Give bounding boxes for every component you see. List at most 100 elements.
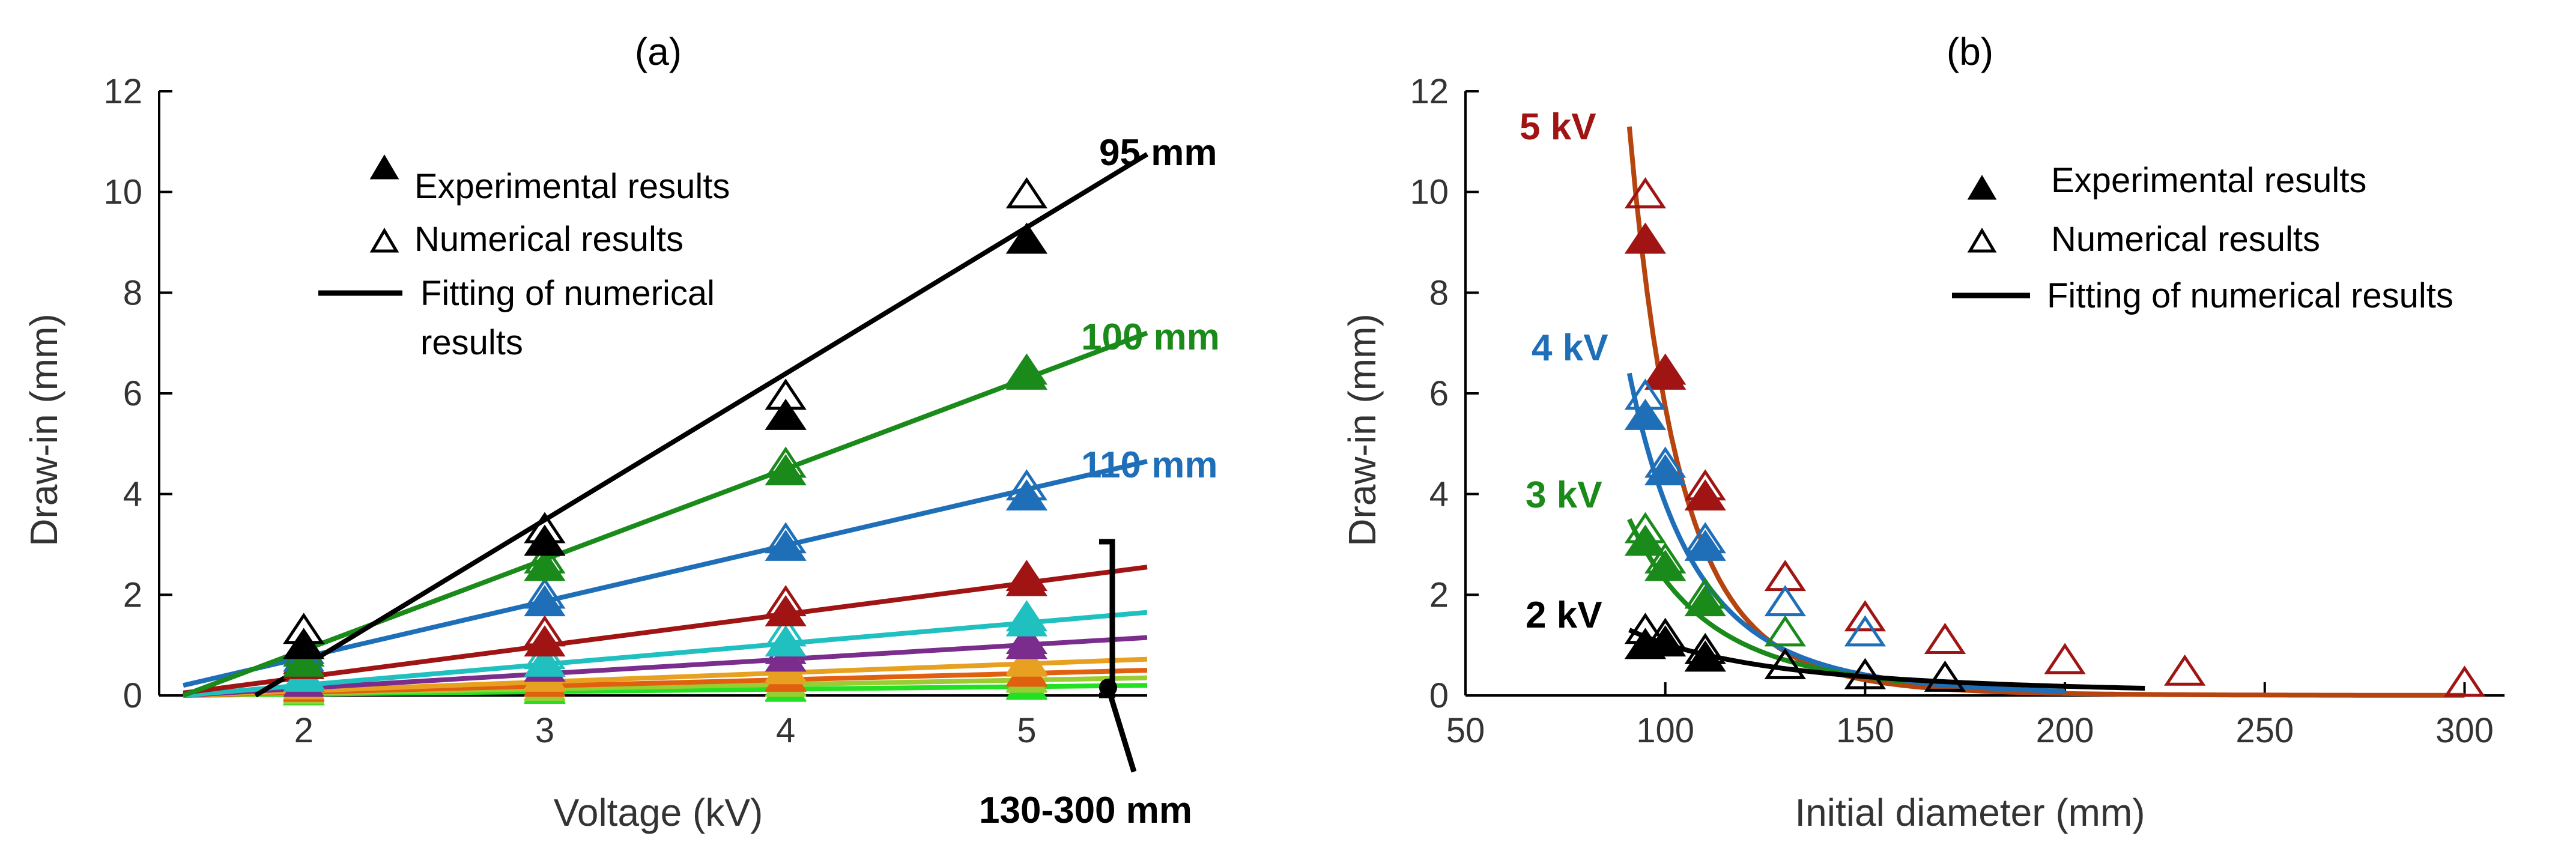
- experimental-point: [1644, 550, 1687, 581]
- experimental-point: [1005, 628, 1048, 659]
- experimental-point: [1684, 640, 1726, 672]
- series-label: 3 kV: [1526, 474, 1602, 516]
- y-tick-label: 12: [103, 72, 142, 111]
- numerical-point: [1844, 615, 1887, 647]
- legend-fit-label: Fitting of numerical results: [420, 274, 715, 362]
- series-label: 100 mm: [1081, 316, 1220, 358]
- series-label: 4 kV: [1532, 327, 1608, 369]
- legend-filled-triangle-icon: [369, 154, 399, 180]
- fit-line: [183, 635, 1148, 698]
- legend-experimental-label: Experimental results: [2051, 161, 2366, 200]
- numerical-point: [1624, 177, 1667, 209]
- numerical-point: [1844, 658, 1887, 689]
- experimental-point: [1005, 479, 1048, 511]
- legend-open-triangle-icon: [369, 228, 399, 253]
- numerical-point: [283, 613, 325, 644]
- panel-b-markers: [1624, 177, 2486, 697]
- numerical-point: [524, 542, 566, 574]
- numerical-point: [524, 512, 566, 544]
- series-label: 110 mm: [1081, 444, 1218, 486]
- bracket: 130-300 mm: [979, 539, 1192, 831]
- panel-b: (b) 50 100 150 200 250 300 0 2 4 6 8 10 12 Experimen…: [1341, 30, 2505, 834]
- experimental-point: [283, 645, 325, 677]
- experimental-point: [524, 625, 566, 657]
- x-tick-label: 250: [2235, 711, 2294, 750]
- experimental-point: [1644, 358, 1687, 390]
- panel-a-curve-labels: 95 mm 100 mm 110 mm: [1081, 132, 1220, 486]
- y-tick-label: 8: [123, 273, 142, 312]
- experimental-point: [1684, 529, 1726, 561]
- experimental-point: [1624, 222, 1667, 254]
- experimental-point: [1684, 479, 1726, 511]
- numerical-point: [1764, 647, 1806, 679]
- numerical-point: [2044, 643, 2086, 674]
- y-tick-label: 0: [123, 676, 142, 715]
- numerical-point: [1005, 622, 1048, 654]
- numerical-point: [1005, 560, 1048, 592]
- y-tick-label: 6: [1429, 374, 1449, 413]
- numerical-point: [1764, 585, 1806, 617]
- panel-a-ylabel: Draw-in (mm): [22, 313, 65, 547]
- fit-line: [183, 610, 1148, 698]
- y-tick-label: 2: [1429, 575, 1449, 614]
- y-tick-label: 10: [103, 173, 142, 212]
- experimental-point: [1005, 358, 1048, 390]
- y-tick-label: 12: [1410, 72, 1449, 111]
- legend-fit-label: Fitting of numerical results: [2047, 276, 2453, 315]
- panel-b-legend: Experimental results Numerical results F…: [1952, 161, 2453, 315]
- panel-b-xlabel: Initial diameter (mm): [1795, 791, 2145, 834]
- x-tick-label: 50: [1446, 711, 1485, 750]
- numerical-point: [524, 615, 566, 647]
- panel-a: (a) 2 3 4 5 0 2 4 6 8 10 12 Experimental results N…: [22, 30, 1220, 834]
- series-label: 2 kV: [1526, 595, 1602, 636]
- panel-b-title: (b): [1947, 30, 1993, 73]
- fit-curve: [1626, 126, 2465, 698]
- numerical-point: [1844, 600, 1887, 632]
- numerical-point: [1764, 615, 1806, 647]
- y-tick-label: 6: [123, 374, 142, 413]
- panel-b-curve-labels: 5 kV 4 kV 3 kV 2 kV: [1520, 106, 1608, 636]
- experimental-point: [1005, 222, 1048, 254]
- series-label: 95 mm: [1099, 132, 1217, 174]
- numerical-point: [1924, 660, 1966, 692]
- series-label: 5 kV: [1520, 106, 1596, 148]
- panel-a-xlabel: Voltage (kV): [554, 791, 763, 834]
- experimental-point: [1644, 625, 1687, 657]
- y-tick-label: 0: [1429, 676, 1449, 715]
- numerical-point: [765, 615, 807, 647]
- y-tick-label: 4: [123, 475, 142, 514]
- x-tick-label: 2: [294, 711, 314, 750]
- panel-a-legend: Experimental results Numerical results F…: [318, 154, 730, 362]
- panel-b-axes: 50 100 150 200 250 300 0 2 4 6 8 10 12: [1410, 72, 2505, 750]
- experimental-point: [283, 628, 325, 659]
- y-tick-label: 8: [1429, 273, 1449, 312]
- experimental-point: [765, 595, 807, 626]
- numerical-point: [1005, 177, 1048, 209]
- experimental-point: [1644, 454, 1687, 486]
- numerical-point: [1005, 600, 1048, 632]
- numerical-point: [765, 378, 807, 410]
- numerical-point: [2164, 654, 2206, 686]
- numerical-point: [524, 577, 566, 609]
- y-tick-label: 4: [1429, 475, 1449, 514]
- numerical-point: [2443, 665, 2486, 697]
- numerical-point: [1005, 469, 1048, 501]
- y-tick-label: 2: [123, 575, 142, 614]
- experimental-point: [1005, 605, 1048, 637]
- fit-line: [183, 656, 1148, 698]
- fit-line: [183, 459, 1148, 688]
- numerical-point: [765, 522, 807, 554]
- x-tick-label: 3: [535, 711, 554, 750]
- legend-open-triangle-icon: [1967, 228, 1997, 253]
- numerical-point: [1005, 643, 1048, 674]
- legend-filled-triangle-icon: [1967, 175, 1997, 200]
- fit-line: [254, 152, 1149, 698]
- panel-a-axes: 2 3 4 5 0 2 4 6 8 10 12: [103, 72, 1147, 750]
- experimental-point: [765, 398, 807, 430]
- panel-a-fit-lines: [182, 152, 1149, 698]
- legend-numerical-label: Numerical results: [2051, 220, 2320, 259]
- x-tick-label: 300: [2435, 711, 2494, 750]
- numerical-point: [765, 585, 807, 617]
- numerical-point: [765, 446, 807, 478]
